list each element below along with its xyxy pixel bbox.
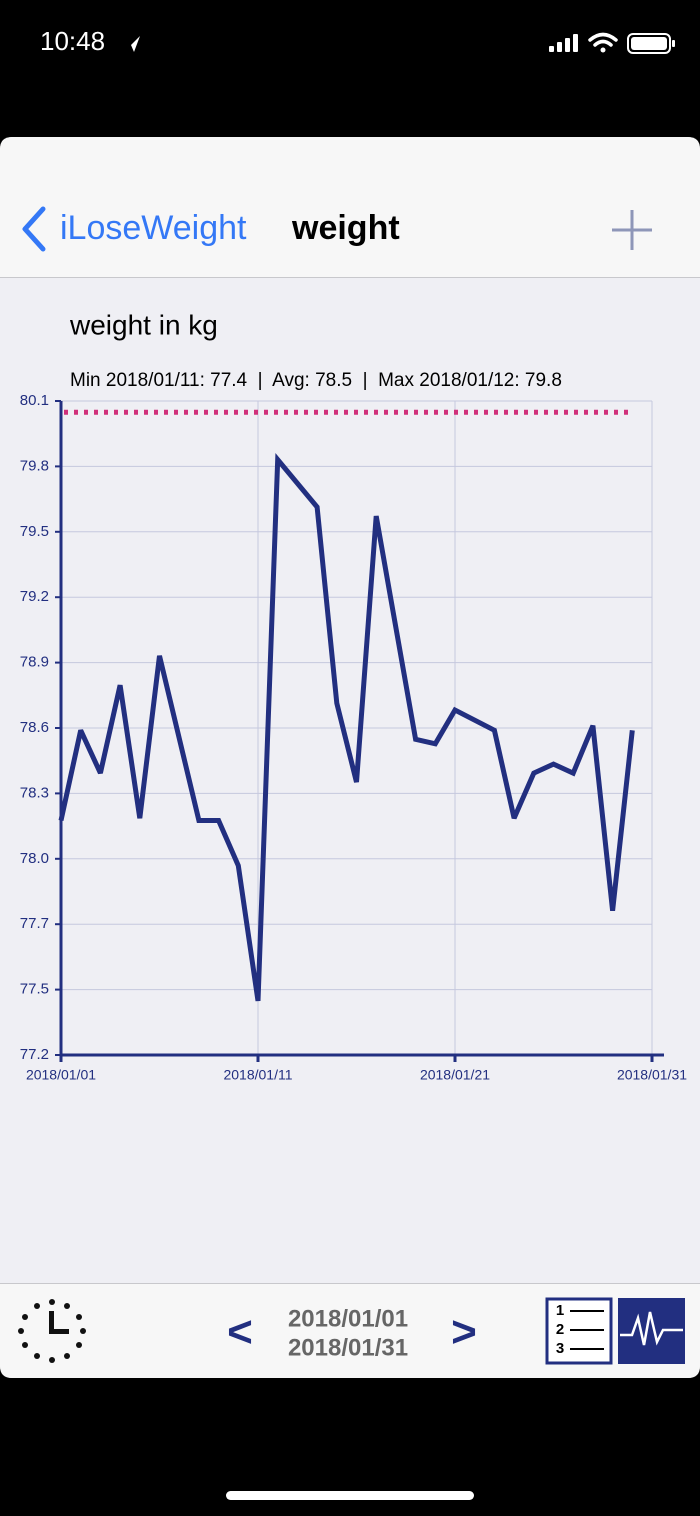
y-tick-label: 79.5 xyxy=(20,523,49,540)
back-chevron[interactable] xyxy=(22,206,46,252)
x-tick-label: 2018/01/21 xyxy=(420,1067,490,1083)
y-tick-label: 78.0 xyxy=(20,850,49,867)
chart-button[interactable] xyxy=(618,1298,685,1364)
data-line xyxy=(58,452,635,1002)
y-tick-label: 77.2 xyxy=(20,1046,49,1063)
back-button[interactable]: iLoseWeight xyxy=(60,209,247,247)
prev-button[interactable]: < xyxy=(227,1308,253,1357)
battery-level xyxy=(631,37,667,50)
plot: 77.2 77.5 77.7 78.0 78.3 78.6 78.9 79.2 79.5 79.8… xyxy=(20,392,687,1083)
range-start: 2018/01/01 xyxy=(288,1305,408,1332)
list-number: 3 xyxy=(556,1340,564,1357)
list-button[interactable]: 1 2 3 xyxy=(545,1297,613,1365)
wifi-dot xyxy=(600,47,606,53)
location-icon xyxy=(124,36,140,52)
y-tick-label: 80.1 xyxy=(20,392,49,409)
status-time: 10:48 xyxy=(40,26,105,56)
toolbar xyxy=(0,1283,700,1378)
y-tick-label: 78.9 xyxy=(20,654,49,671)
battery-icon xyxy=(627,33,671,54)
next-button[interactable]: > xyxy=(451,1308,477,1357)
x-tick-label: 2018/01/11 xyxy=(223,1067,292,1083)
y-tick-label: 78.6 xyxy=(20,719,49,736)
home-indicator xyxy=(226,1491,474,1500)
y-tick-label: 77.7 xyxy=(20,915,49,932)
range-end: 2018/01/31 xyxy=(288,1334,408,1361)
nav-bar xyxy=(0,137,700,277)
chart-title: weight in kg xyxy=(69,309,218,340)
list-number: 1 xyxy=(556,1302,564,1319)
history-button[interactable] xyxy=(18,1299,86,1363)
list-number: 2 xyxy=(556,1321,564,1338)
add-button[interactable] xyxy=(612,210,652,250)
signal-icon xyxy=(549,34,578,52)
y-tick-label: 77.5 xyxy=(20,981,49,998)
wifi-icon xyxy=(588,32,618,47)
y-tick-label: 78.3 xyxy=(20,784,49,801)
x-tick-label: 2018/01/31 xyxy=(617,1067,687,1083)
x-tick-label: 2018/01/01 xyxy=(26,1067,96,1083)
battery-tip xyxy=(672,40,675,47)
y-tick-label: 79.8 xyxy=(20,457,49,474)
nav-title: weight xyxy=(291,209,400,247)
chart-subtitle: Min 2018/01/11: 77.4 | Avg: 78.5 | Max 2… xyxy=(70,370,562,391)
y-tick-label: 79.2 xyxy=(20,588,49,605)
